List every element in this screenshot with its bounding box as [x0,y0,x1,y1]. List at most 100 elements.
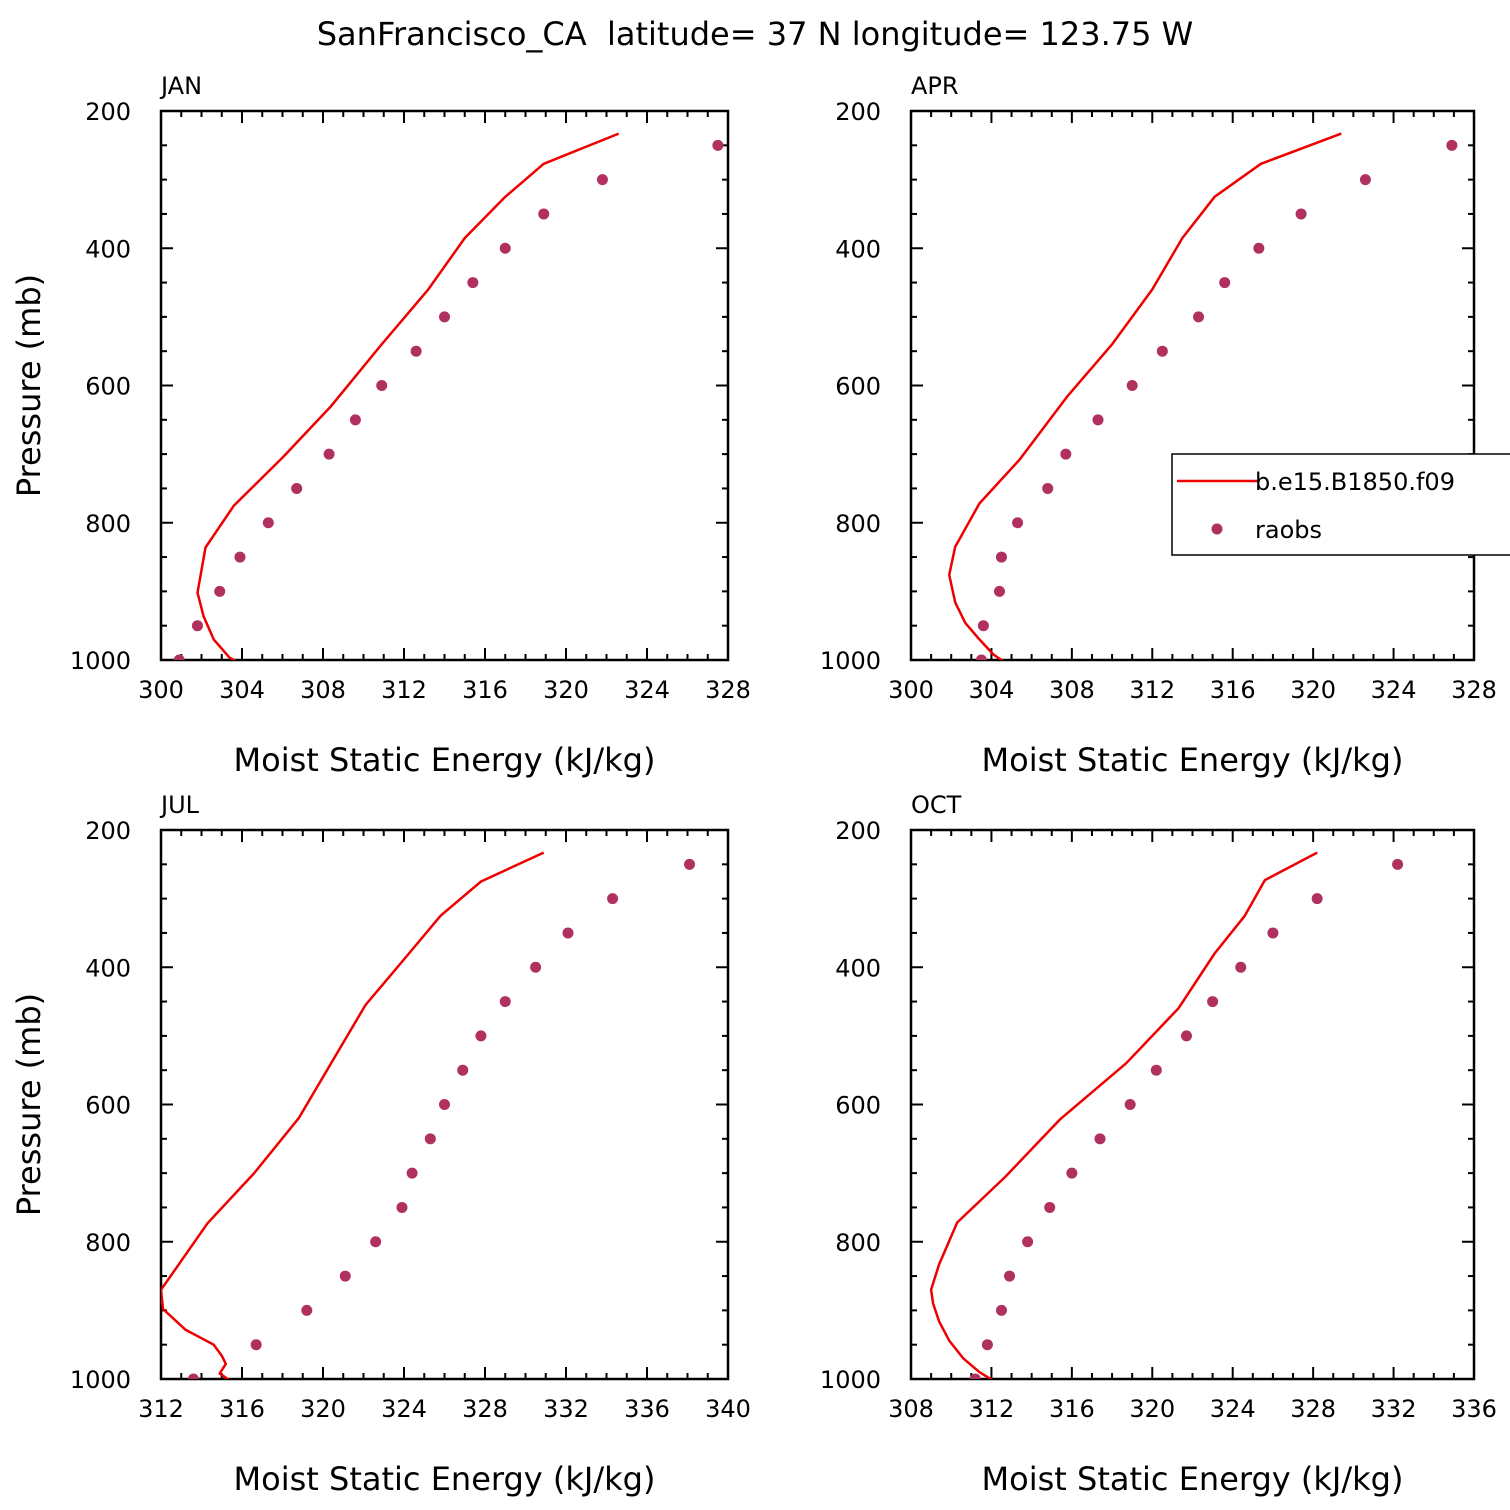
y-tick-label: 200 [835,98,881,126]
chart-panels: 300 304 308 312 316 320 324 328 200 400 600 800 1000… [10,72,1510,1498]
raobs-point [1359,174,1371,186]
raobs-point [467,277,479,289]
panel-apr: 300 304 308 312 316 320 324 328 200 400 600 800 1000… [820,72,1510,779]
x-axis-label: Moist Static Energy (kJ/kg) [234,1460,656,1498]
raobs-point [214,585,226,597]
x-tick-label: 324 [1210,1395,1256,1423]
raobs-point [1295,208,1307,220]
raobs-point [191,620,203,632]
raobs-point [969,1373,981,1379]
x-tick-label: 324 [1371,676,1417,704]
legend: b.e15.B1850.f09 raobs [1171,453,1510,556]
legend-marker-swatch [1211,523,1223,535]
raobs-point [530,961,542,973]
x-tick-label: 332 [1371,1395,1417,1423]
raobs-point [1044,1201,1056,1213]
raobs-point [301,1304,313,1316]
raobs-point [607,893,619,905]
plot-frame [909,109,1476,662]
y-tick-label: 800 [85,510,131,538]
y-tick-label: 1000 [820,647,881,675]
plot-frame [159,109,730,662]
raobs-point [291,482,303,494]
x-tick-label: 300 [138,676,184,704]
plot-area [161,851,696,1379]
x-tick-label: 304 [969,676,1015,704]
raobs-point [684,858,696,870]
panel-oct: 308 312 316 320 324 328 332 336 200 400 600 800 1000… [820,791,1497,1498]
x-tick-label: 308 [888,1395,934,1423]
raobs-point [1124,1099,1136,1110]
raobs-point [250,1339,262,1351]
y-tick-label: 400 [835,954,881,982]
x-tick-label: 320 [543,676,589,704]
legend-box [1171,453,1510,556]
panel-jan: 300 304 308 312 316 320 324 328 200 400 600 800 1000… [10,72,751,779]
raobs-point [1066,1167,1078,1179]
x-tick-label: 320 [1290,676,1336,704]
raobs-point [995,551,1007,563]
raobs-point [323,448,335,460]
raobs-point [562,927,574,939]
raobs-point [439,1099,450,1110]
series-line-model [947,132,1342,660]
raobs-point [262,517,274,529]
x-tick-label: 316 [462,676,508,704]
y-tick-label: 400 [85,235,131,263]
plot-area [947,132,1458,660]
raobs-point [1150,1064,1162,1076]
y-tick-label: 200 [85,817,131,845]
raobs-point [1022,1236,1034,1248]
x-tick-label: 312 [138,1395,184,1423]
raobs-point [349,414,361,426]
legend-entry-model: b.e15.B1850.f09 [1255,468,1455,496]
x-tick-label: 328 [462,1395,508,1423]
raobs-point [1004,1270,1016,1282]
raobs-point [234,551,246,563]
plot-area [173,132,724,660]
raobs-point [424,1133,436,1145]
raobs-point [410,345,422,357]
raobs-point [1253,242,1265,254]
legend-entry-raobs: raobs [1255,516,1322,544]
raobs-point [376,380,388,391]
plot-area [929,851,1404,1379]
raobs-point [596,174,608,186]
raobs-point [187,1373,199,1379]
series-line-model [161,851,545,1379]
raobs-point [993,585,1005,597]
raobs-point [977,620,989,632]
y-tick-label: 1000 [70,647,131,675]
raobs-point [981,1339,993,1351]
raobs-point [1446,139,1458,151]
raobs-point [439,311,450,323]
raobs-point [975,654,987,660]
x-tick-label: 316 [1210,676,1256,704]
series-line-model [196,132,620,660]
x-tick-label: 316 [1049,1395,1095,1423]
y-tick-label: 800 [85,1229,131,1257]
raobs-point [1311,893,1323,905]
x-tick-label: 316 [219,1395,265,1423]
x-tick-label: 324 [381,1395,427,1423]
y-tick-label: 800 [835,1229,881,1257]
x-tick-label: 336 [1451,1395,1497,1423]
raobs-point [499,242,511,254]
panel-jul: 312 316 320 324 328 332 336 340 200 400 600 800 1000… [10,791,751,1498]
raobs-point [1126,380,1138,391]
raobs-point [1219,277,1231,289]
x-tick-label: 340 [705,1395,751,1423]
raobs-point [475,1030,487,1042]
x-tick-label: 300 [888,676,934,704]
panel-label: JAN [159,72,202,100]
x-tick-label: 328 [1451,676,1497,704]
x-axis-label: Moist Static Energy (kJ/kg) [982,1460,1404,1498]
raobs-point [339,1270,351,1282]
series-line-model [929,851,1318,1379]
plot-frame [909,828,1476,1381]
panel-label: APR [911,72,959,100]
y-axis-label: Pressure (mb) [10,993,48,1216]
raobs-point [995,1304,1007,1316]
raobs-point [1207,996,1219,1008]
